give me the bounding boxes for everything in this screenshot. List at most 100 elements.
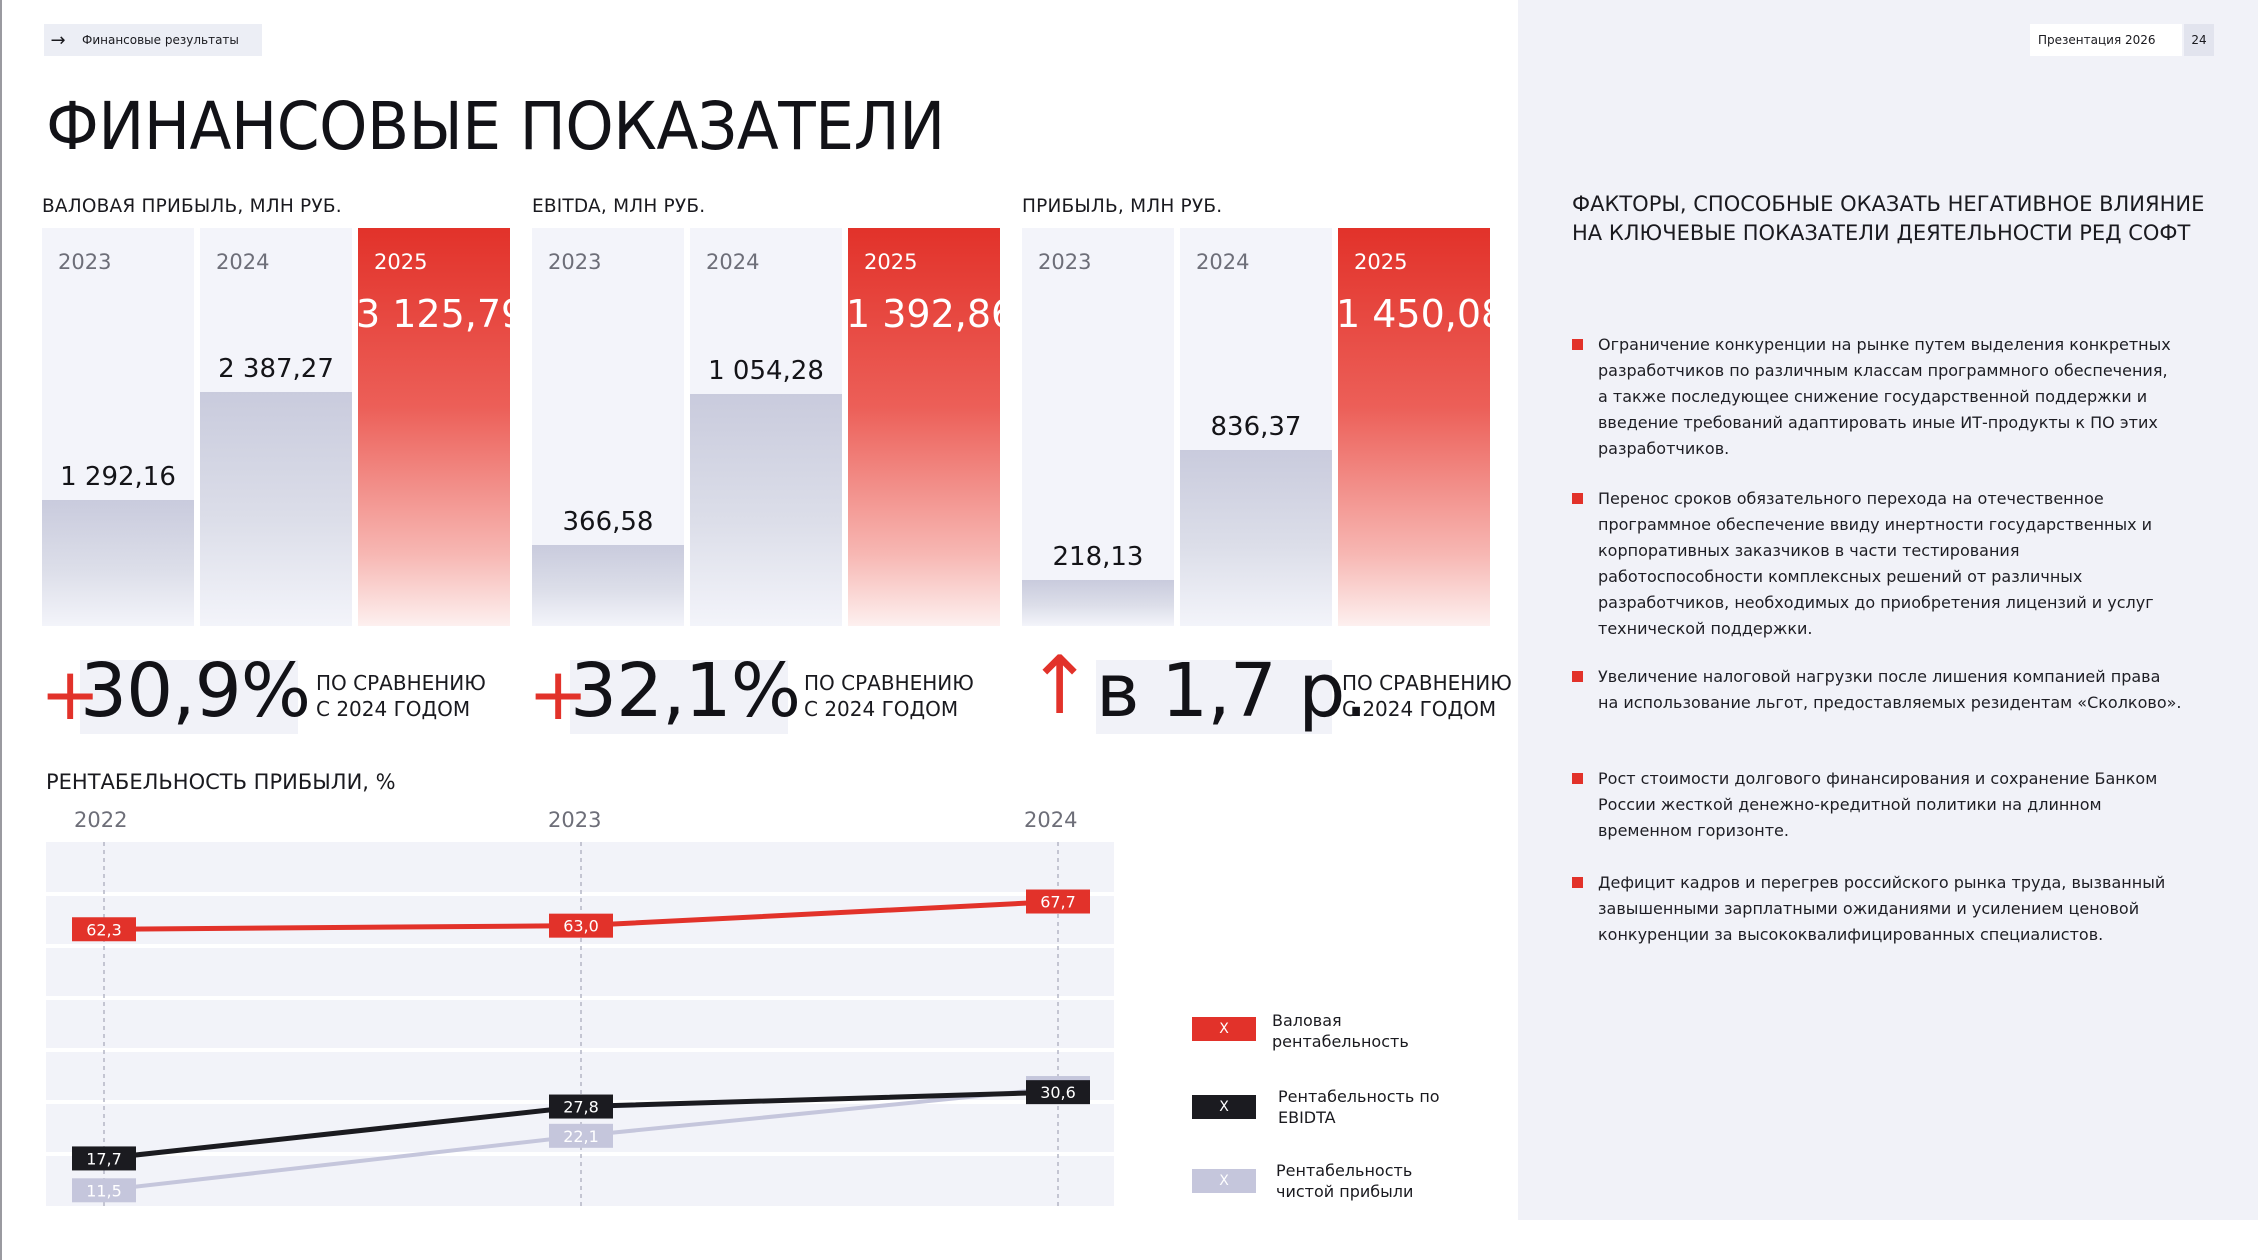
bar-column-2024: 2024 1 054,28 (690, 228, 842, 626)
bar-year-label: 2025 (864, 250, 918, 274)
comparison-line1: ПО СРАВНЕНИЮ (316, 671, 486, 695)
factor-text: Увеличение налоговой нагрузки после лише… (1598, 667, 2182, 712)
bar-value-label: 1 054,28 (708, 356, 824, 386)
bar-fill (200, 392, 352, 626)
arrow-up-icon: ↑ (1026, 639, 1094, 732)
kpi-title-ebitda: EBITDA, МЛН РУБ. (532, 196, 706, 217)
growth-profit: в 1,7 р. (1096, 648, 1368, 734)
factor-item: Ограничение конкуренции на рынке путем в… (1572, 332, 2182, 462)
bar-year-label: 2023 (58, 250, 112, 274)
factor-text: Рост стоимости долгового финансирования … (1598, 769, 2158, 840)
bar-fill (42, 500, 194, 626)
data-label: 27,8 (563, 1098, 599, 1117)
plus-icon: + (40, 652, 101, 736)
kpi-title-profit: ПРИБЫЛЬ, МЛН РУБ. (1022, 196, 1223, 217)
arrow-right-icon: → (50, 29, 66, 51)
plot-area (46, 842, 1114, 1206)
data-label: 11,5 (86, 1181, 122, 1200)
comparison-line2: С 2024 ГОДОМ (1342, 697, 1497, 721)
bullet-square-icon (1572, 877, 1583, 888)
bar-value-label: 2 387,27 (218, 354, 334, 384)
legend-swatch: X (1192, 1017, 1256, 1041)
data-label: 63,0 (563, 917, 599, 936)
data-label: 17,7 (86, 1149, 122, 1168)
bullet-square-icon (1572, 671, 1583, 682)
bullet-square-icon (1572, 493, 1583, 504)
bar-value-label: 1 450,08 (1336, 292, 1506, 336)
legend-label: Рентабельность чистой прибыли (1276, 1161, 1414, 1201)
bar-column-2023: 2023 366,58 (532, 228, 684, 626)
legend-label: Рентабельность по EBIDTA (1278, 1087, 1440, 1127)
bar-year-label: 2024 (216, 250, 270, 274)
growth-highlight-bg (80, 660, 298, 734)
growth-gross-profit: 30,9% (80, 648, 311, 734)
bar-year-label: 2023 (1038, 250, 1092, 274)
bar-column-2025: 2025 3 125,79 (356, 228, 526, 626)
bar-value-label: 218,13 (1052, 542, 1144, 572)
legend-swatch: X (1192, 1095, 1256, 1119)
data-label: 62,3 (86, 920, 122, 939)
line-chart-title: РЕНТАБЕЛЬНОСТЬ ПРИБЫЛИ, % (46, 770, 396, 794)
bullet-square-icon (1572, 773, 1583, 784)
bar-value-label: 1 292,16 (60, 462, 176, 492)
bar-fill (1180, 450, 1332, 626)
bar-year-label: 2024 (1196, 250, 1250, 274)
x-tick-label: 2023 (548, 808, 602, 832)
line-chart: 11,522,131,417,727,830,662,363,067,7 (46, 842, 1114, 1206)
breadcrumb-label: Финансовые результаты (82, 33, 239, 47)
bar-value-label: 3 125,79 (356, 292, 526, 336)
bar-year-label: 2024 (706, 250, 760, 274)
growth-ebitda: 32,1% (570, 648, 801, 734)
data-point-marker (549, 1123, 613, 1148)
plus-icon: + (528, 652, 589, 736)
data-point-marker (72, 1146, 136, 1171)
breadcrumb[interactable]: → Финансовые результаты (44, 24, 262, 56)
bar-fill (532, 545, 684, 626)
bar-column-2023: 2023 1 292,16 (42, 228, 194, 626)
data-point-marker (72, 917, 136, 942)
bar-year-label: 2025 (374, 250, 428, 274)
bar-fill (1022, 580, 1174, 626)
factor-item: Рост стоимости долгового финансирования … (1572, 766, 2182, 844)
bar-column-2025: 2025 1 450,08 (1336, 228, 1506, 626)
bar-column-2024: 2024 2 387,27 (200, 228, 352, 626)
kpi-title-gross-profit: ВАЛОВАЯ ПРИБЫЛЬ, МЛН РУБ. (42, 196, 342, 217)
left-edge-divider (0, 0, 2, 1260)
bar-column-2023: 2023 218,13 (1022, 228, 1174, 626)
bar-value-label: 366,58 (562, 507, 654, 537)
bar-column-2024: 2024 836,37 (1180, 228, 1332, 626)
page-title: ФИНАНСОВЫЕ ПОКАЗАТЕЛИ (46, 88, 945, 165)
factors-title: ФАКТОРЫ, СПОСОБНЫЕ ОКАЗАТЬ НЕГАТИВНОЕ ВЛ… (1572, 192, 2205, 245)
legend-swatch: X (1192, 1169, 1256, 1193)
presentation-label: Презентация 2026 (2030, 24, 2182, 56)
data-label: 30,6 (1040, 1083, 1076, 1102)
x-tick-label: 2022 (74, 808, 128, 832)
factors-panel (1518, 0, 2258, 1220)
bar-fill (690, 394, 842, 626)
data-label: 67,7 (1040, 893, 1076, 912)
bar-year-label: 2023 (548, 250, 602, 274)
data-label: 22,1 (563, 1127, 599, 1146)
legend-label: Валовая рентабельность (1272, 1011, 1409, 1051)
data-point-marker (1026, 1080, 1090, 1105)
page-number: 24 (2184, 24, 2214, 56)
data-point-marker (1026, 889, 1090, 914)
growth-highlight-bg (570, 660, 788, 734)
bar-year-label: 2025 (1354, 250, 1408, 274)
comparison-line2: С 2024 ГОДОМ (316, 697, 471, 721)
bullet-square-icon (1572, 339, 1583, 350)
comparison-line1: ПО СРАВНЕНИЮ (804, 671, 974, 695)
bar-value-label: 1 392,86 (846, 292, 1016, 336)
factor-text: Ограничение конкуренции на рынке путем в… (1598, 335, 2171, 458)
data-point-marker (72, 1178, 136, 1203)
bar-column-2025: 2025 1 392,86 (846, 228, 1016, 626)
x-tick-label: 2024 (1024, 808, 1078, 832)
comparison-line1: ПО СРАВНЕНИЮ (1342, 671, 1512, 695)
bar-value-label: 836,37 (1210, 412, 1302, 442)
comparison-line2: С 2024 ГОДОМ (804, 697, 959, 721)
factor-item: Дефицит кадров и перегрев российского ры… (1572, 870, 2182, 948)
data-point-marker (549, 1094, 613, 1119)
factor-item: Перенос сроков обязательного перехода на… (1572, 486, 2182, 642)
growth-highlight-bg (1096, 660, 1332, 734)
factor-text: Перенос сроков обязательного перехода на… (1598, 489, 2154, 638)
